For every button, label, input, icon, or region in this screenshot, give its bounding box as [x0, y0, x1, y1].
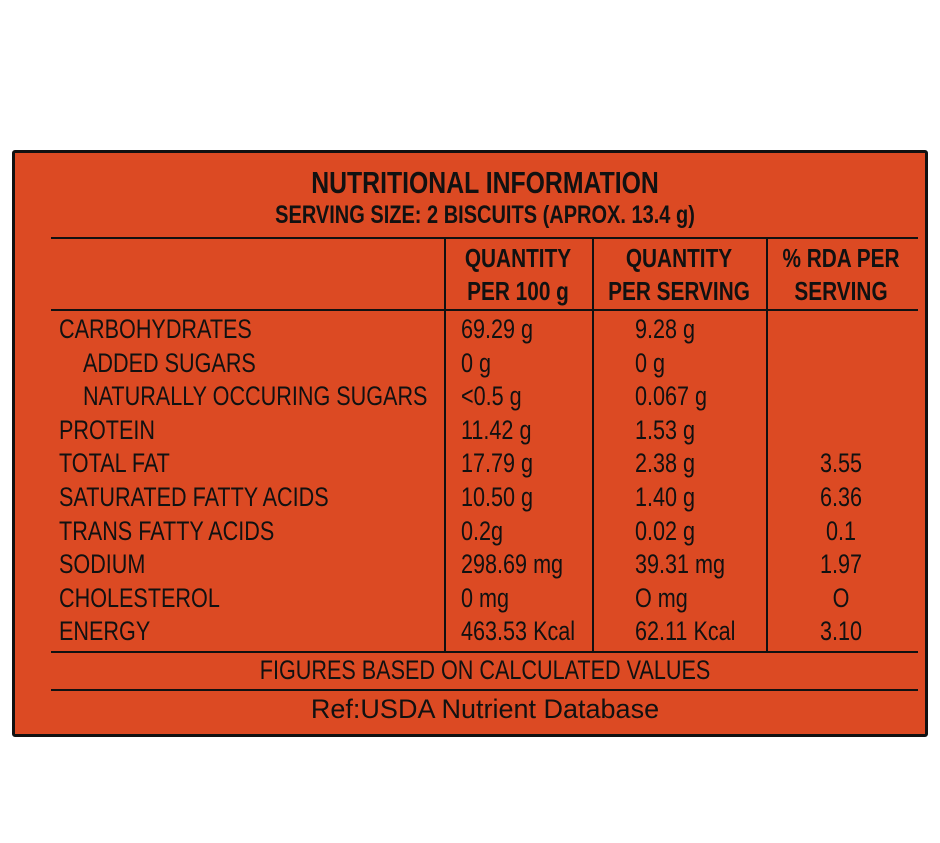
cell: O: [832, 582, 850, 613]
rule: [51, 237, 918, 239]
cell: 0.2g: [461, 515, 504, 546]
row-label: PROTEIN: [59, 414, 156, 445]
row-label: CHOLESTEROL: [59, 582, 220, 613]
cell: 69.29 g: [461, 314, 534, 344]
row-label: CARBOHYDRATES: [59, 314, 252, 344]
cell: 9.28 g: [635, 314, 696, 344]
column-header: SERVING: [794, 276, 888, 306]
title: NUTRITIONAL INFORMATION: [311, 165, 659, 200]
column-header: QUANTITY: [625, 243, 733, 273]
cell: <0.5 g: [461, 381, 522, 412]
row-label: ADDED SUGARS: [83, 347, 256, 378]
row-label: TOTAL FAT: [59, 448, 170, 479]
cell: O mg: [635, 582, 688, 613]
rule: [51, 651, 918, 653]
cell: 3.55: [819, 448, 863, 479]
column-header: PER SERVING: [608, 276, 750, 306]
row-label: ENERGY: [59, 616, 151, 647]
cell: 3.10: [819, 616, 863, 647]
row-label: SATURATED FATTY ACIDS: [59, 482, 329, 512]
cell: 2.38 g: [635, 448, 696, 479]
reference: Ref:USDA Nutrient Database: [310, 694, 660, 724]
cell: 39.31 mg: [635, 549, 726, 580]
cell: 17.79 g: [461, 448, 534, 479]
row-label: SODIUM: [59, 549, 146, 580]
row-label: NATURALLY OCCURING SUGARS: [83, 381, 428, 412]
column-rule: [592, 239, 594, 653]
rule: [51, 309, 918, 311]
cell: 0.1: [825, 515, 857, 546]
footer-note: FIGURES BASED ON CALCULATED VALUES: [259, 655, 711, 685]
rule: [51, 689, 918, 691]
row-label: TRANS FATTY ACIDS: [59, 515, 275, 546]
subtitle: SERVING SIZE: 2 BISCUITS (APROX. 13.4 g): [275, 201, 695, 229]
cell: 10.50 g: [461, 482, 534, 512]
cell: 1.40 g: [635, 482, 696, 512]
cell: 1.97: [819, 549, 863, 580]
column-rule: [766, 239, 768, 653]
cell: 463.53 Kcal: [461, 616, 576, 647]
cell: 11.42 g: [461, 414, 532, 445]
cell: 1.53 g: [635, 414, 696, 445]
cell: 0 g: [635, 347, 666, 378]
cell: 62.11 Kcal: [635, 616, 736, 647]
cell: 0 mg: [461, 582, 510, 613]
column-header: % RDA PER: [782, 243, 900, 273]
cell: 0.02 g: [635, 515, 696, 546]
cell: 0 g: [461, 347, 492, 378]
nutrition-label: NUTRITIONAL INFORMATION SERVING SIZE: 2 …: [12, 150, 928, 737]
column-header: QUANTITY: [464, 243, 572, 273]
cell: 6.36: [819, 482, 863, 512]
column-rule: [444, 239, 446, 653]
cell: 298.69 mg: [461, 549, 564, 580]
cell: 0.067 g: [635, 381, 708, 412]
column-header: PER 100 g: [467, 276, 569, 306]
